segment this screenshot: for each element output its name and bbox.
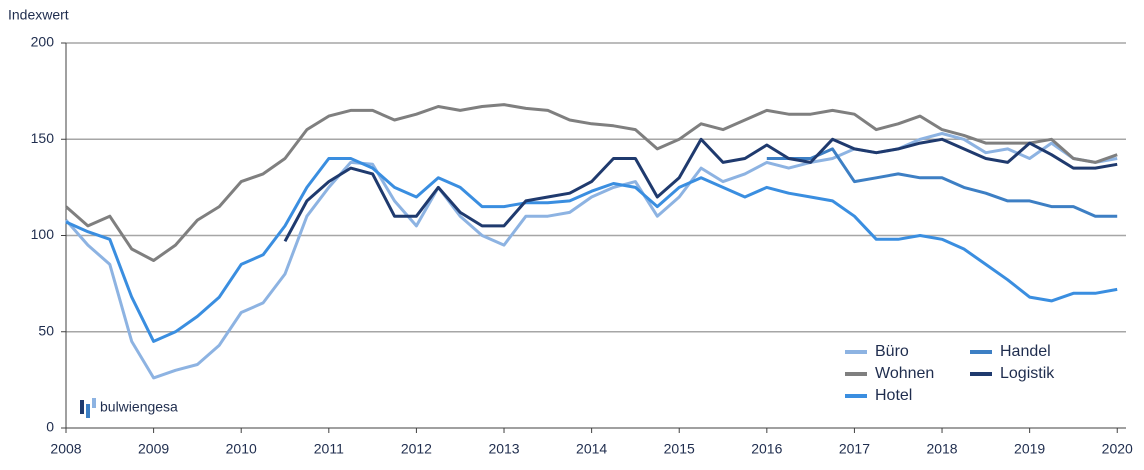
legend-label: Hotel	[875, 387, 912, 404]
y-tick-label: 100	[31, 226, 55, 242]
legend-label: Logistik	[1000, 365, 1055, 382]
x-tick-label: 2008	[50, 441, 81, 457]
logo-icon	[80, 398, 96, 418]
y-tick-label: 0	[46, 419, 54, 435]
y-axis-label: Indexwert	[8, 7, 69, 23]
x-tick-label: 2011	[314, 441, 344, 457]
series-line	[65, 157, 1118, 343]
x-tick-label: 2014	[576, 441, 607, 457]
series-line	[766, 147, 1118, 218]
x-tick-label: 2009	[138, 441, 169, 457]
x-tick-label: 2015	[664, 441, 695, 457]
x-tick-label: 2012	[401, 441, 432, 457]
x-tick-label: 2020	[1102, 441, 1133, 457]
series-line	[65, 103, 1118, 262]
legend-label: Wohnen	[875, 365, 934, 382]
x-tick-label: 2018	[926, 441, 957, 457]
x-tick-label: 2019	[1014, 441, 1045, 457]
x-tick-label: 2017	[839, 441, 870, 457]
y-tick-label: 150	[31, 130, 55, 146]
legend-label: Handel	[1000, 343, 1051, 360]
y-tick-label: 50	[38, 322, 54, 338]
series-line	[64, 132, 1118, 380]
series-line	[283, 137, 1118, 243]
logo-text: bulwiengesa	[100, 399, 178, 415]
legend-label: Büro	[875, 343, 909, 360]
x-tick-label: 2013	[488, 441, 519, 457]
x-tick-label: 2016	[751, 441, 782, 457]
x-tick-label: 2010	[226, 441, 257, 457]
y-tick-label: 200	[31, 34, 55, 50]
